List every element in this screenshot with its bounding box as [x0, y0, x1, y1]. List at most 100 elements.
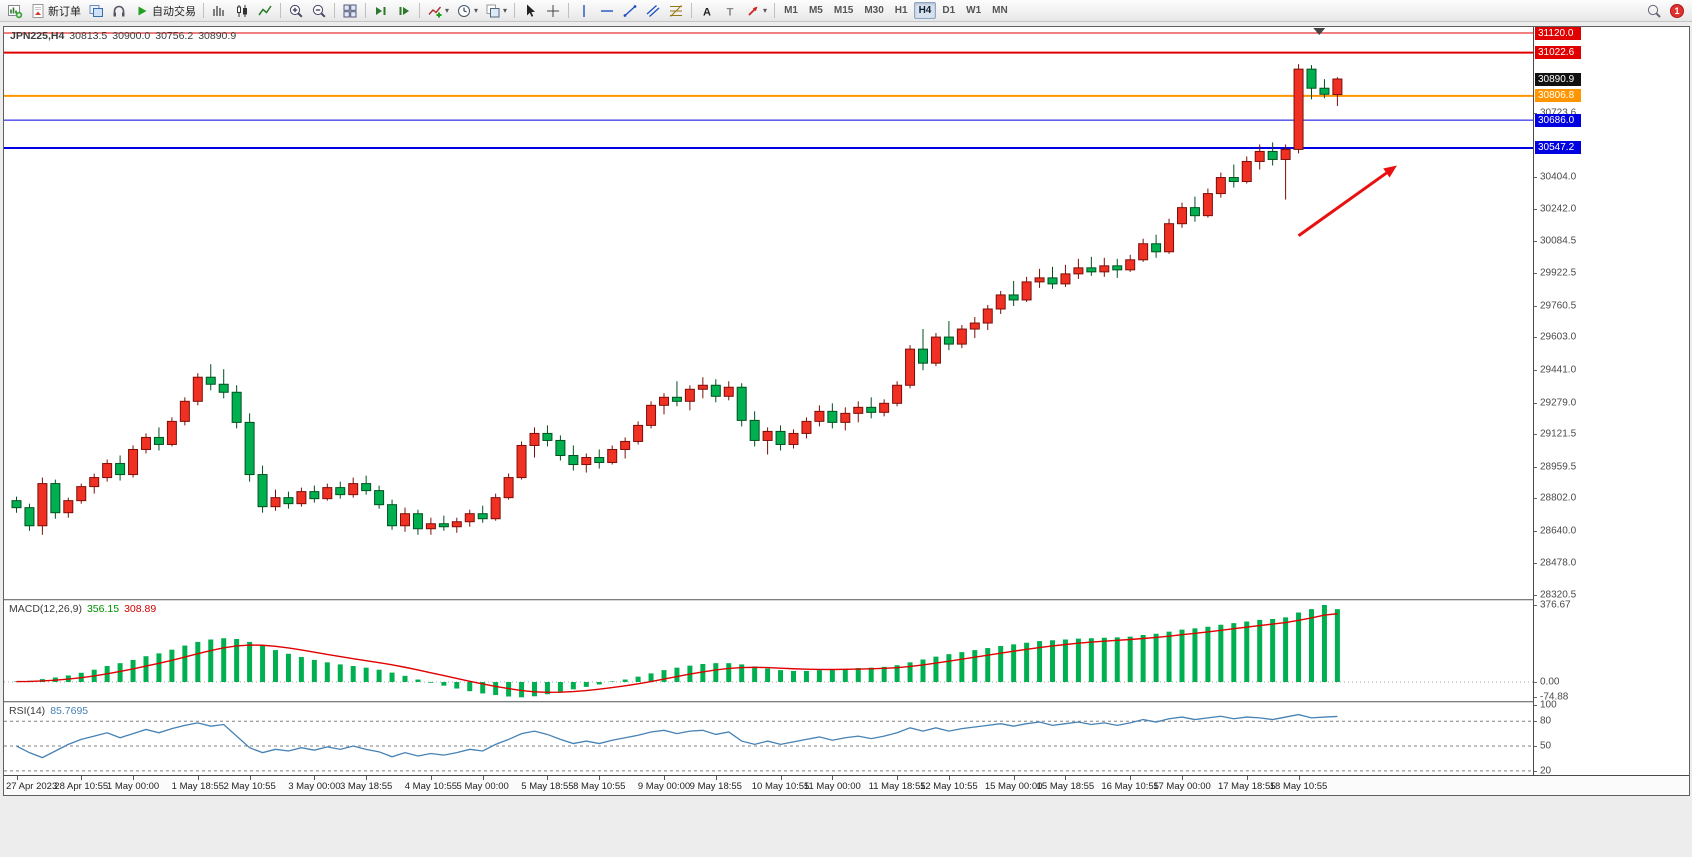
vertical-line-button[interactable]	[573, 1, 595, 20]
time-axis-label: 4 May 10:55	[404, 781, 458, 792]
text-button[interactable]: A	[696, 1, 718, 20]
candle	[1267, 150, 1278, 160]
candle	[490, 497, 501, 520]
text-a-icon: A	[703, 6, 711, 18]
crosshair-button[interactable]	[542, 1, 564, 20]
timeframe-button-d1[interactable]: D1	[942, 5, 956, 16]
scale-tick	[1534, 563, 1537, 565]
timeframe-button-m1[interactable]: M1	[784, 5, 798, 16]
candle	[102, 463, 113, 479]
candle	[1008, 294, 1019, 301]
time-axis-label: 2 May 10:55	[223, 781, 276, 792]
price-line-label[interactable]: 31022.6	[1535, 46, 1581, 60]
panel-splitter[interactable]	[4, 701, 1689, 703]
price-scale-label: 28478.0	[1540, 557, 1577, 569]
trendline-button[interactable]	[619, 1, 641, 20]
timeframe-button-m30[interactable]: M30	[864, 5, 884, 16]
zoom-in-button[interactable]	[285, 1, 307, 20]
profiles-icon	[89, 4, 103, 17]
periods-button[interactable]: ▾	[453, 1, 481, 20]
price-scale-label: 29760.5	[1540, 300, 1577, 312]
price-line-label[interactable]: 30806.8	[1535, 89, 1581, 103]
candle	[736, 386, 747, 421]
price-scale-label: 28959.5	[1540, 461, 1577, 473]
indicators-button[interactable]: ▾	[424, 1, 452, 20]
notification-badge[interactable]: 1	[1670, 3, 1684, 18]
macd-panel[interactable]	[4, 601, 1533, 701]
scale-tick	[1534, 704, 1537, 706]
tile-windows-button[interactable]	[339, 1, 361, 20]
rsi-line	[16, 713, 1338, 759]
zoom-out-button[interactable]	[308, 1, 330, 20]
rsi-panel[interactable]	[4, 703, 1533, 775]
panel-splitter[interactable]	[4, 599, 1689, 601]
timeframe-button-w1[interactable]: W1	[966, 5, 982, 16]
time-axis-label: 17 May 00:00	[1153, 781, 1211, 792]
fibonacci-button[interactable]	[665, 1, 687, 20]
price-line-label[interactable]: 30686.0	[1535, 113, 1581, 127]
text-label-button[interactable]: T	[719, 1, 741, 20]
price-scale[interactable]: 30723.6 30404.0 30242.0 30084.5 29922.5 29760…	[1534, 26, 1689, 776]
price-chart[interactable]	[4, 27, 1533, 599]
timeframe-button-m15[interactable]: M15	[833, 5, 854, 16]
timeframe-button-m5[interactable]: M5	[808, 5, 823, 16]
scale-tick	[1534, 209, 1537, 211]
time-tick	[16, 776, 18, 780]
candles-icon	[237, 4, 247, 17]
candle	[270, 497, 281, 508]
auto-scroll-button[interactable]	[370, 1, 392, 20]
candle	[1241, 160, 1252, 183]
cursor-button[interactable]	[519, 1, 541, 20]
time-axis-label: 12 May 10:55	[920, 781, 978, 792]
candle	[620, 440, 631, 450]
autotrade-button[interactable]: 自动交易	[131, 1, 199, 20]
line-chart-button[interactable]	[254, 1, 276, 20]
dropdown-arrow-icon: ▾	[763, 5, 768, 15]
chart-shift-button[interactable]	[393, 1, 415, 20]
price-scale-label: 28802.0	[1540, 492, 1577, 504]
new-chart-button[interactable]	[4, 1, 26, 20]
candle	[1215, 177, 1226, 195]
new-order-button[interactable]: 新订单	[27, 1, 84, 20]
price-line-label[interactable]: 31120.0	[1535, 26, 1581, 40]
templates-button[interactable]: ▾	[482, 1, 510, 20]
arrows-button[interactable]: ▾	[742, 1, 770, 20]
candle	[710, 384, 721, 397]
toolbar-separator	[774, 3, 776, 18]
timeframe-button-h1[interactable]: H1	[894, 5, 908, 16]
scale-tick	[1534, 746, 1537, 748]
bid-price-box[interactable]: 30890.9	[1535, 72, 1581, 86]
chart-profiles-button[interactable]	[85, 1, 107, 20]
scale-tick	[1534, 176, 1537, 178]
time-axis[interactable]: 27 Apr 2023 28 Apr 10:55 1 May 00:00 1 May …	[4, 775, 1689, 795]
candle	[89, 477, 100, 488]
timeframe-button-mn[interactable]: MN	[992, 5, 1008, 16]
market-watch-icon	[113, 5, 125, 16]
autoscroll-icon	[376, 6, 386, 15]
bar-chart-button[interactable]	[208, 1, 230, 20]
candle	[128, 448, 139, 476]
time-axis-label: 28 Apr 10:55	[54, 781, 109, 792]
candlestick-chart-button[interactable]	[231, 1, 253, 20]
horizontal-line-button[interactable]	[596, 1, 618, 20]
equidistant-channel-button[interactable]	[642, 1, 664, 20]
timeframe-button-h4[interactable]: H4	[913, 2, 937, 19]
candle	[1125, 259, 1136, 271]
candle	[918, 348, 928, 364]
price-line-label[interactable]: 30547.2	[1535, 141, 1581, 155]
trend-arrow-annotation[interactable]	[1297, 165, 1397, 237]
time-axis-label: 11 May 00:00	[803, 781, 861, 792]
candle	[581, 457, 592, 466]
dropdown-arrow-icon: ▾	[445, 5, 450, 15]
search-button[interactable]	[1643, 1, 1665, 20]
scale-tick	[1534, 681, 1537, 683]
market-watch-button[interactable]	[108, 1, 130, 20]
autotrade-button-label: 自动交易	[152, 5, 196, 18]
ohlc-high: 30900.0	[112, 30, 151, 42]
dropdown-arrow-icon: ▾	[503, 5, 508, 15]
candle	[348, 483, 359, 496]
macd-scale-label: 0.00	[1540, 676, 1560, 688]
toolbar-separator	[365, 3, 366, 18]
candle	[516, 444, 527, 479]
candle	[633, 424, 644, 442]
